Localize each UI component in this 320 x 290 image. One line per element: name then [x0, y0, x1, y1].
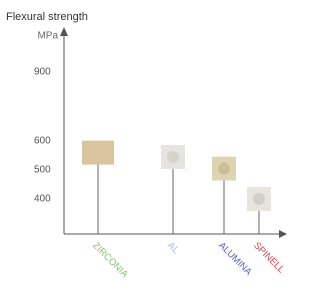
y-tick-label: 400: [34, 194, 51, 205]
x-tick-label: SPINELL: [251, 240, 286, 275]
y-axis-arrow: [60, 27, 68, 36]
tile: [82, 141, 114, 165]
tile-dot: [218, 163, 230, 175]
y-tick-label: 900: [34, 67, 51, 78]
tile-dot: [253, 193, 265, 205]
x-axis-arrow: [279, 230, 287, 238]
tile-dot: [167, 151, 179, 163]
chart-title: Flexural strength: [6, 11, 88, 23]
chart: Flexural strength MPa 400 500 600 900 ZIRCON…: [0, 0, 288, 285]
y-tick-label: 500: [34, 165, 51, 176]
x-tick-label: AL: [165, 240, 181, 256]
x-tick-label: ZIRCONIA: [90, 240, 130, 280]
y-tick-label: 600: [34, 136, 51, 147]
y-axis-label: MPa: [37, 31, 58, 42]
x-tick-label: ALUMINA: [216, 240, 254, 278]
